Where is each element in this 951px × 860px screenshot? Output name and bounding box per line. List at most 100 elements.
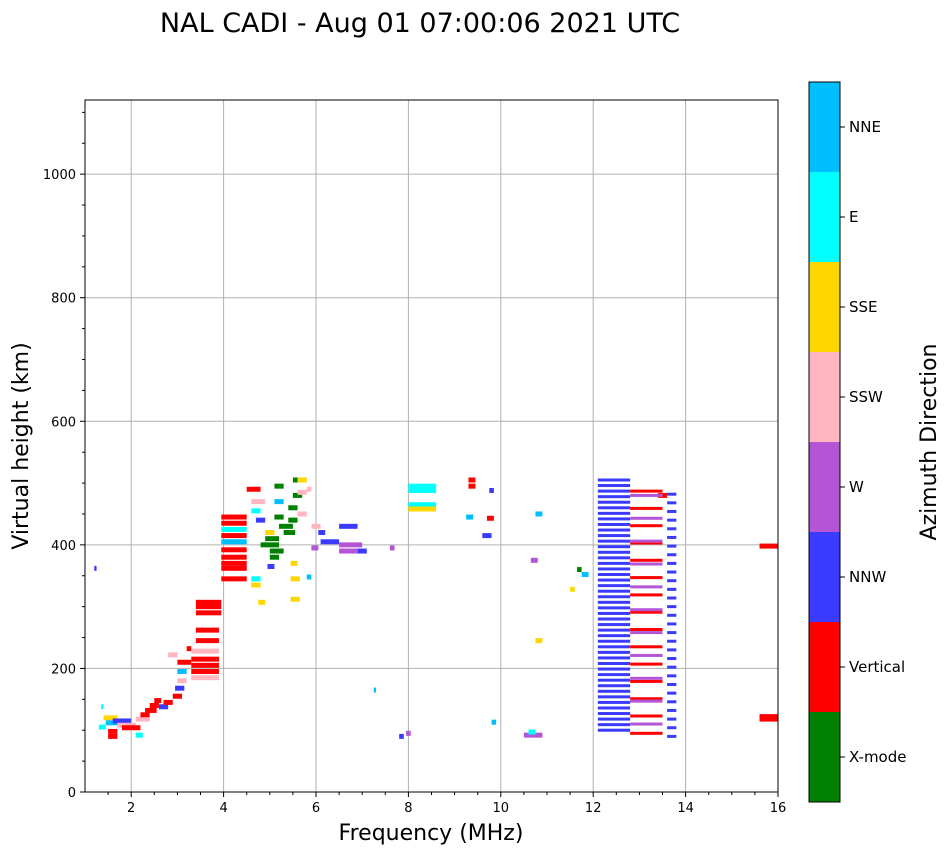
echo-trace: [667, 527, 677, 531]
echo-trace: [597, 556, 631, 560]
x-tick-label: 6: [312, 801, 320, 816]
echo-trace: [274, 483, 284, 489]
echo-trace: [667, 639, 677, 643]
colorbar-swatch: [809, 532, 840, 622]
x-tick-label: 2: [127, 801, 135, 816]
echo-trace: [177, 659, 192, 665]
echo-trace: [630, 593, 663, 597]
y-tick-label: 400: [51, 539, 76, 554]
echo-trace: [535, 638, 543, 644]
echo-trace: [246, 486, 261, 492]
echo-trace: [535, 511, 543, 517]
echo-trace: [158, 704, 169, 710]
colorbar-swatch: [809, 172, 840, 262]
echo-trace: [186, 646, 192, 652]
echo-trace: [195, 599, 222, 605]
echo-trace: [667, 501, 677, 505]
echo-trace: [373, 687, 377, 693]
echo-trace: [491, 719, 497, 725]
echo-trace: [408, 487, 437, 493]
echo-trace: [191, 662, 219, 668]
x-axis-label: Frequency (MHz): [339, 821, 524, 846]
colorbar-label: Azimuth Direction: [917, 343, 942, 540]
echo-trace: [597, 573, 631, 577]
y-tick-label: 1000: [43, 168, 76, 183]
colorbar-frame: [808, 81, 841, 803]
colorbar-tick-label: X-mode: [849, 748, 906, 766]
echo-trace: [597, 661, 631, 665]
echo-trace: [597, 561, 631, 565]
echo-trace: [667, 596, 677, 600]
y-tick-label: 0: [68, 786, 76, 801]
echo-trace: [630, 645, 663, 649]
echo-trace: [175, 685, 185, 691]
y-axis-label: Virtual height (km): [9, 342, 34, 549]
echo-trace: [290, 560, 298, 566]
echo-trace: [597, 623, 631, 627]
echo-trace: [221, 533, 247, 539]
echo-trace: [597, 517, 631, 521]
echo-trace: [221, 526, 247, 532]
echo-trace: [530, 557, 538, 563]
echo-trace: [630, 562, 663, 566]
echo-trace: [482, 533, 492, 539]
echo-trace: [597, 684, 631, 688]
colorbar: X-mode Vertical NNW W SSW SSE E NNE: [808, 81, 906, 803]
echo-trace: [597, 528, 631, 532]
echo-trace: [630, 714, 663, 718]
echo-trace: [581, 572, 589, 578]
echo-trace: [667, 674, 677, 678]
echo-trace: [577, 567, 582, 573]
echo-trace: [597, 700, 631, 704]
echo-trace: [597, 617, 631, 621]
echo-trace: [597, 545, 631, 549]
echo-trace: [269, 548, 284, 554]
echo-trace: [630, 493, 663, 497]
echo-trace: [191, 669, 219, 675]
echo-trace: [759, 716, 778, 722]
echo-trace: [597, 578, 631, 582]
echo-trace: [318, 530, 326, 535]
echo-trace: [195, 627, 219, 633]
echo-trace: [466, 514, 474, 520]
chart-title: NAL CADI - Aug 01 07:00:06 2021 UTC: [160, 8, 680, 39]
echo-trace: [221, 560, 247, 566]
echo-trace: [311, 545, 319, 551]
echo-trace: [292, 492, 303, 498]
echo-trace: [597, 717, 631, 721]
echo-trace: [667, 535, 677, 539]
echo-trace: [339, 542, 363, 548]
echo-trace: [221, 547, 247, 553]
echo-trace: [191, 656, 219, 662]
echo-trace: [570, 586, 575, 592]
echo-trace: [288, 505, 298, 511]
echo-trace: [667, 691, 677, 695]
echo-trace: [597, 611, 631, 615]
echo-trace: [630, 541, 663, 545]
echo-trace: [667, 579, 677, 583]
echo-trace: [597, 667, 631, 671]
echo-trace: [140, 712, 150, 718]
echo-trace: [630, 631, 663, 635]
x-tick-label: 8: [404, 801, 412, 816]
echo-trace: [320, 539, 340, 545]
echo-trace: [288, 517, 298, 523]
echo-trace: [486, 515, 494, 521]
echo-trace: [630, 722, 663, 726]
echo-trace: [597, 478, 631, 482]
x-tick-label: 4: [219, 801, 227, 816]
echo-trace: [279, 523, 293, 529]
echo-trace: [667, 631, 677, 635]
echo-trace: [154, 698, 162, 704]
y-axis-ticks: 0 200 400 600 800 1000: [43, 111, 85, 801]
echo-trace: [357, 548, 367, 554]
x-axis-ticks: 2 4 6 8 10 12 14 16: [107, 792, 786, 816]
echo-trace: [251, 499, 266, 505]
echo-trace: [597, 539, 631, 543]
echo-trace: [290, 596, 300, 602]
echo-trace: [630, 679, 663, 683]
colorbar-tick-label: SSW: [849, 388, 883, 406]
echo-trace: [597, 628, 631, 632]
echo-trace: [468, 483, 476, 489]
